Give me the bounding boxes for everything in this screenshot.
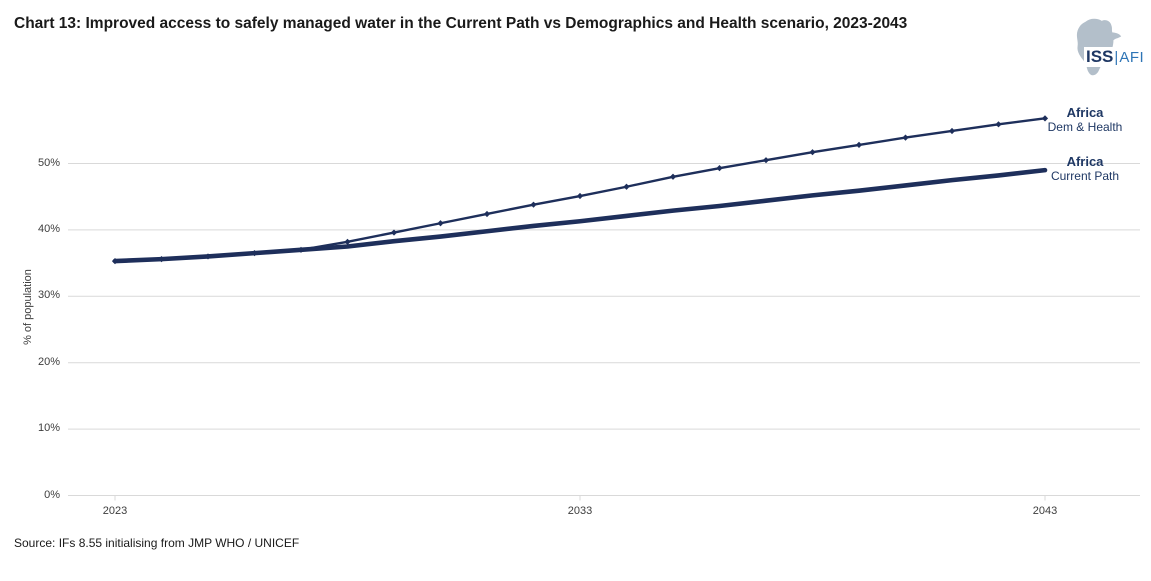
data-point-marker: [344, 238, 351, 245]
series-label-dem-health: Africa Dem & Health: [1023, 105, 1147, 134]
series-label-current-path: Africa Current Path: [1023, 154, 1147, 183]
x-tick-label-2033: 2033: [567, 505, 593, 517]
logo-text: ISS|AFI: [1084, 47, 1147, 67]
series-name: Africa: [1066, 154, 1104, 169]
data-point-marker: [716, 165, 723, 172]
y-axis-title: % of population: [22, 269, 34, 345]
data-point-marker: [576, 192, 584, 200]
data-point-marker: [948, 127, 956, 135]
series-name: Africa: [1066, 105, 1104, 120]
data-point-marker: [158, 256, 165, 263]
data-point-marker: [483, 210, 491, 218]
iss-afi-logo: ISS|AFI: [1063, 14, 1151, 84]
series-scenario: Current Path: [1050, 169, 1120, 184]
data-point-marker: [1041, 115, 1049, 122]
data-point-marker: [390, 229, 398, 236]
data-point-marker: [809, 149, 816, 156]
source-note: Source: IFs 8.55 initialising from JMP W…: [14, 536, 300, 550]
data-point-marker: [669, 173, 677, 180]
data-point-marker: [762, 157, 770, 164]
logo-separator: |: [1114, 49, 1119, 66]
data-point-marker: [623, 183, 630, 190]
logo-iss-text: ISS: [1086, 47, 1114, 66]
series-line-current-path: [112, 167, 1048, 264]
data-point-marker: [902, 134, 909, 141]
y-tick-label-10pct: 10%: [37, 422, 60, 435]
logo-afi-text: AFI: [1119, 49, 1145, 66]
data-point-marker: [204, 253, 212, 260]
x-tick-label-2023: 2023: [102, 505, 128, 517]
y-tick-label-50pct: 50%: [37, 156, 60, 169]
y-tick-label-20pct: 20%: [37, 355, 60, 368]
data-point-marker: [995, 121, 1002, 128]
data-point-marker: [111, 258, 119, 265]
chart-title: Chart 13: Improved access to safely mana…: [14, 15, 908, 32]
data-point-marker: [855, 141, 863, 149]
data-point-marker: [251, 250, 258, 257]
data-point-marker: [530, 201, 537, 208]
series-scenario: Dem & Health: [1047, 120, 1123, 135]
x-tick-label-2043: 2043: [1032, 505, 1058, 517]
data-point-marker: [437, 220, 444, 227]
data-point-marker: [297, 246, 305, 253]
y-tick-label-0pct: 0%: [44, 488, 60, 501]
y-tick-label-30pct: 30%: [37, 289, 60, 302]
y-tick-label-40pct: 40%: [37, 222, 60, 235]
